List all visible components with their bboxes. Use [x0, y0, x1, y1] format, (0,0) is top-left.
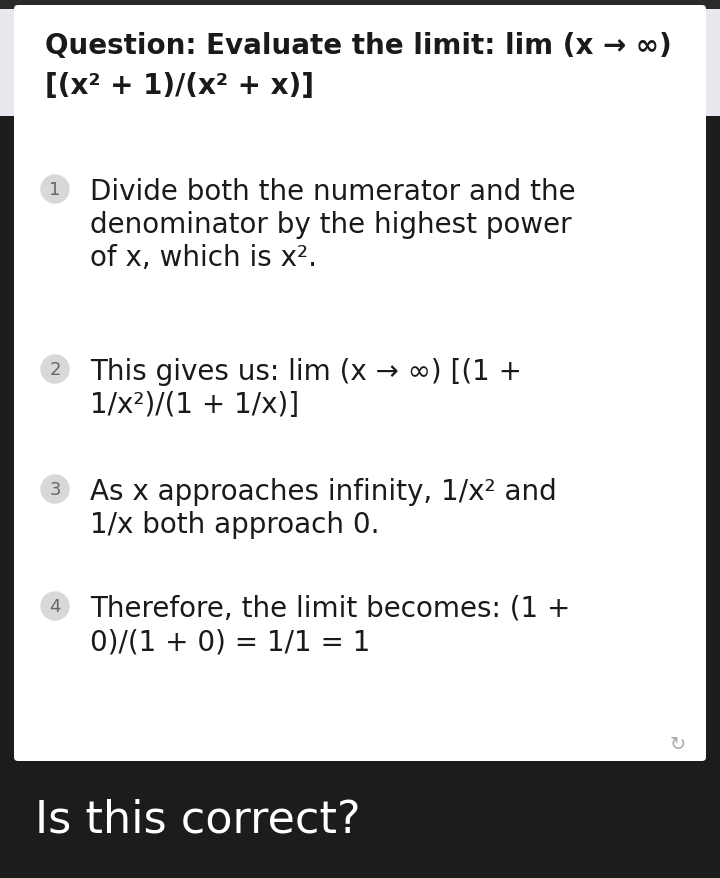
Text: 3: 3	[49, 480, 60, 499]
Circle shape	[41, 176, 69, 204]
Text: This gives us: lim (x → ∞) [(1 +: This gives us: lim (x → ∞) [(1 +	[90, 357, 522, 385]
Text: 1/x²)/(1 + 1/x)]: 1/x²)/(1 + 1/x)]	[90, 391, 299, 419]
FancyBboxPatch shape	[14, 6, 706, 761]
Circle shape	[41, 476, 69, 503]
Text: Divide both the numerator and the: Divide both the numerator and the	[90, 178, 575, 205]
Text: 4: 4	[49, 597, 60, 615]
Text: Question: Evaluate the limit: lim (x → ∞): Question: Evaluate the limit: lim (x → ∞…	[45, 32, 672, 60]
Bar	[0, 0, 720, 10]
Text: Therefore, the limit becomes: (1 +: Therefore, the limit becomes: (1 +	[90, 594, 570, 623]
Circle shape	[41, 593, 69, 620]
Text: 1: 1	[49, 181, 60, 198]
Text: ↻: ↻	[670, 735, 686, 753]
Text: As x approaches infinity, 1/x² and: As x approaches infinity, 1/x² and	[90, 478, 557, 506]
Text: 0)/(1 + 0) = 1/1 = 1: 0)/(1 + 0) = 1/1 = 1	[90, 627, 370, 655]
Bar	[0, 117, 720, 878]
Text: 2: 2	[49, 361, 60, 378]
Circle shape	[41, 356, 69, 384]
Text: 1/x both approach 0.: 1/x both approach 0.	[90, 510, 379, 538]
Text: of x, which is x².: of x, which is x².	[90, 244, 317, 271]
Text: [(x² + 1)/(x² + x)]: [(x² + 1)/(x² + x)]	[45, 72, 314, 100]
Text: denominator by the highest power: denominator by the highest power	[90, 211, 572, 239]
Text: Is this correct?: Is this correct?	[35, 797, 361, 840]
